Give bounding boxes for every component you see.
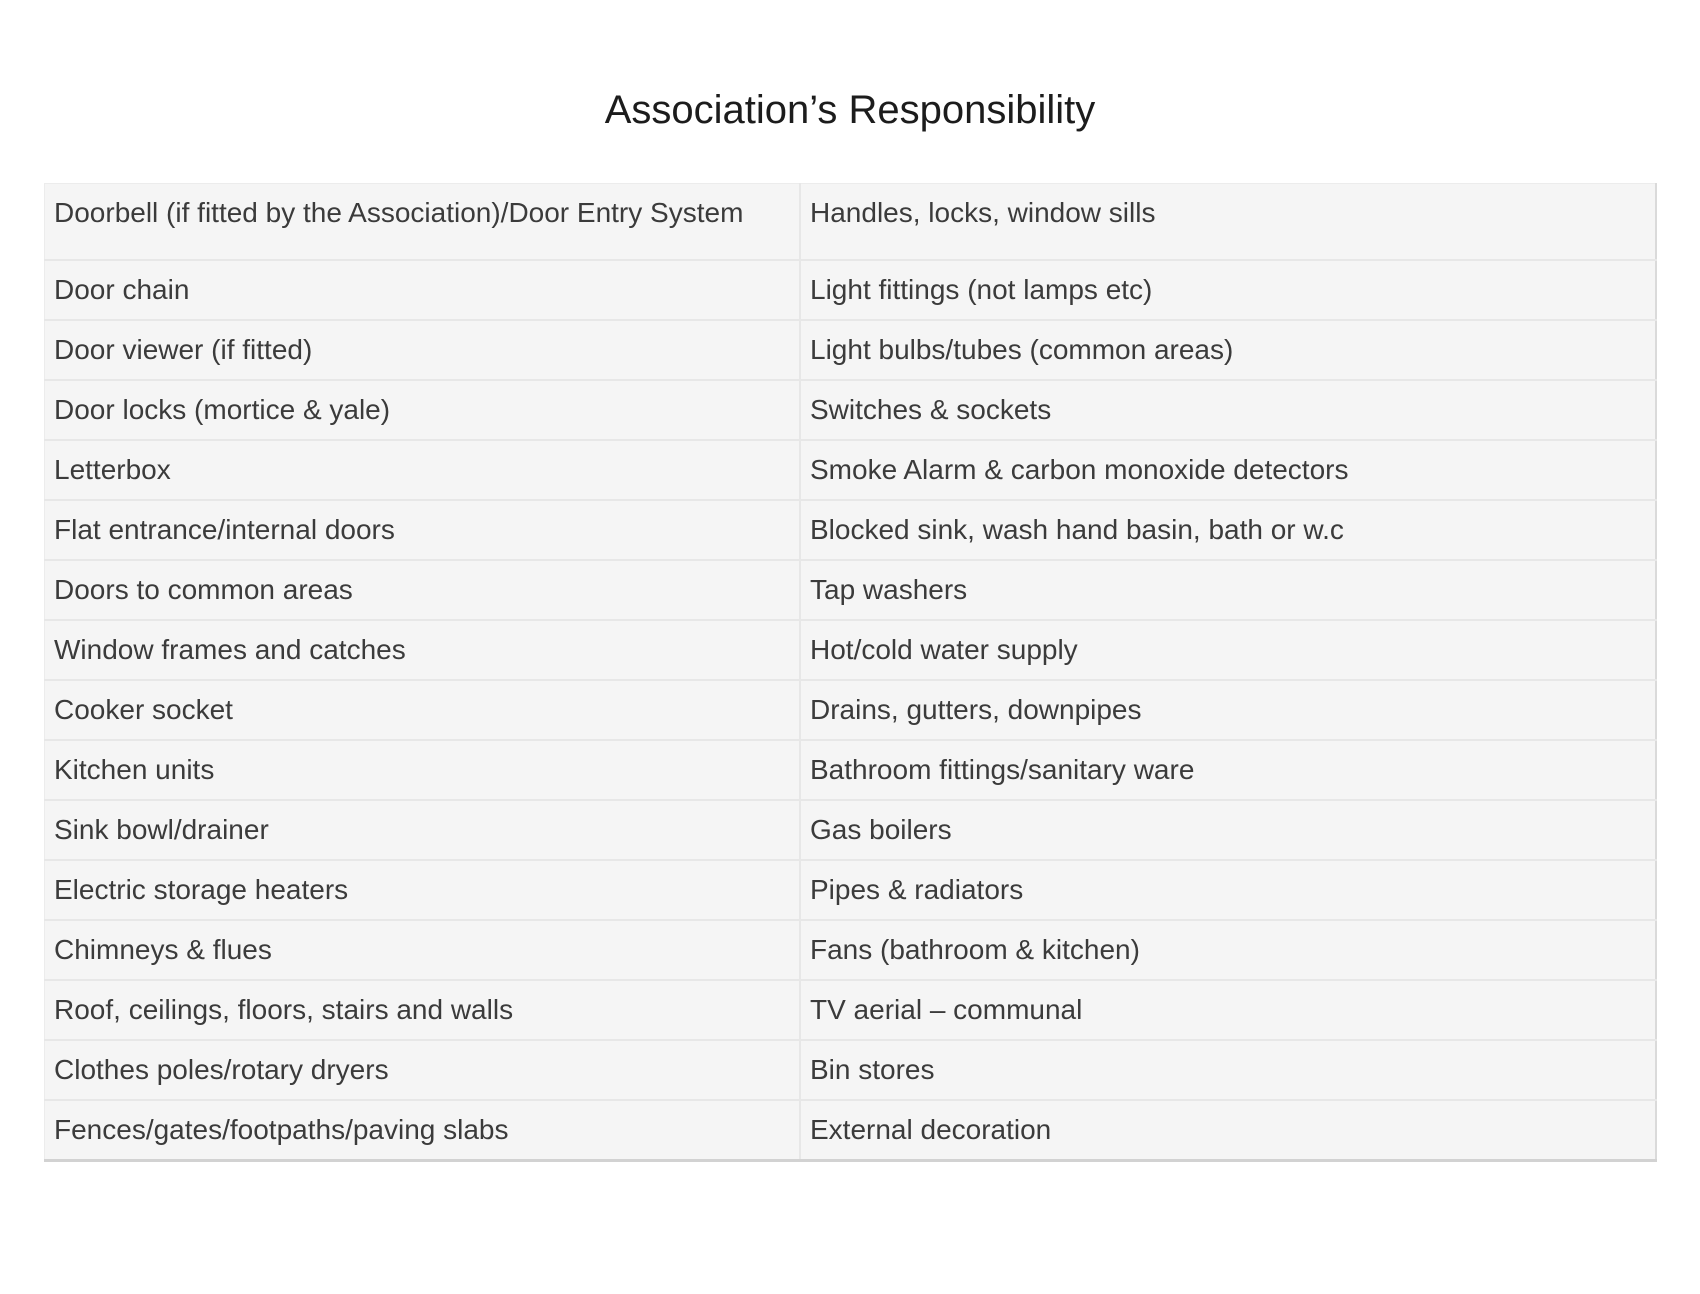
table-cell-left: Door chain (44, 259, 800, 320)
table-cell-right: Blocked sink, wash hand basin, bath or w… (799, 499, 1656, 560)
table-row: Kitchen units Bathroom fittings/sanitary… (44, 739, 1656, 800)
table-row: Door locks (mortice & yale) Switches & s… (44, 379, 1656, 440)
table-cell-left: Roof, ceilings, floors, stairs and walls (44, 979, 800, 1040)
table-row: Flat entrance/internal doors Blocked sin… (44, 499, 1656, 560)
table-cell-right: Switches & sockets (799, 379, 1656, 440)
table-cell-left: Door locks (mortice & yale) (44, 379, 800, 440)
table-row: Window frames and catches Hot/cold water… (44, 619, 1656, 680)
table-row: Door chain Light fittings (not lamps etc… (44, 259, 1656, 320)
table-cell-right: Fans (bathroom & kitchen) (799, 919, 1656, 980)
table-cell-right: Hot/cold water supply (799, 619, 1656, 680)
table-cell-left: Cooker socket (44, 679, 800, 740)
table-cell-left: Doorbell (if fitted by the Association)/… (54, 197, 744, 228)
table-cell-right: Handles, locks, window sills (799, 183, 1656, 260)
table-cell-left: Doors to common areas (44, 559, 800, 620)
table-row: Cooker socket Drains, gutters, downpipes (44, 679, 1656, 740)
table-cell-left: Electric storage heaters (44, 859, 800, 920)
table-row: Clothes poles/rotary dryers Bin stores (44, 1039, 1656, 1100)
table-row: Sink bowl/drainer Gas boilers (44, 799, 1656, 860)
table-cell-left: Window frames and catches (44, 619, 800, 680)
table-cell-left: Kitchen units (44, 739, 800, 800)
table-cell-right: Gas boilers (799, 799, 1656, 860)
responsibility-table-body: Doorbell (if fitted by the Association)/… (44, 183, 1656, 1161)
table-cell-right: Light fittings (not lamps etc) (799, 259, 1656, 320)
table-cell-right: Bin stores (799, 1039, 1656, 1100)
page-title: Association’s Responsibility (604, 88, 1096, 132)
table-row: Doorbell (if fitted by the Association)/… (45, 183, 1656, 260)
table-row: Door viewer (if fitted) Light bulbs/tube… (44, 319, 1656, 380)
table-cell-right: TV aerial – communal (799, 979, 1656, 1040)
table-row: Electric storage heaters Pipes & radiato… (44, 859, 1656, 920)
table-cell-left: Flat entrance/internal doors (44, 499, 800, 560)
table-cell-right: Tap washers (799, 559, 1656, 620)
table-cell-left: Fences/gates/footpaths/paving slabs (44, 1099, 800, 1161)
table-row: Fences/gates/footpaths/paving slabs Exte… (44, 1099, 1656, 1161)
table-cell-left: Door viewer (if fitted) (44, 319, 800, 380)
table-row: Letterbox Smoke Alarm & carbon monoxide … (44, 439, 1656, 500)
table-cell-left: Sink bowl/drainer (44, 799, 800, 860)
table-cell-right: Pipes & radiators (799, 859, 1656, 920)
table-cell-left: Clothes poles/rotary dryers (44, 1039, 800, 1100)
table-cell-left: Letterbox (44, 439, 800, 500)
table-row: Chimneys & flues Fans (bathroom & kitche… (44, 919, 1656, 980)
table-cell-right: External decoration (799, 1099, 1656, 1161)
table-row: Roof, ceilings, floors, stairs and walls… (44, 979, 1656, 1040)
table-cell-right: Light bulbs/tubes (common areas) (799, 319, 1656, 380)
responsibility-table: Doorbell (if fitted by the Association)/… (44, 183, 1657, 1162)
table-row: Doors to common areas Tap washers (44, 559, 1656, 620)
table-cell-left: Chimneys & flues (44, 919, 800, 980)
table-cell-right: Smoke Alarm & carbon monoxide detectors (799, 439, 1656, 500)
table-cell-right: Drains, gutters, downpipes (799, 679, 1656, 740)
table-cell-right: Bathroom fittings/sanitary ware (799, 739, 1656, 800)
